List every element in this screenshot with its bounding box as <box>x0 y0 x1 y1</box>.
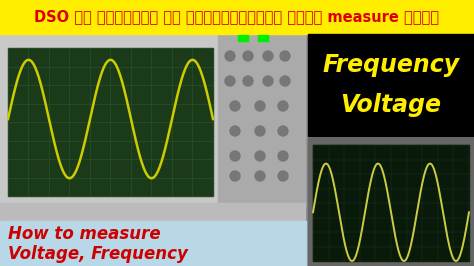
Circle shape <box>280 76 290 86</box>
Circle shape <box>230 151 240 161</box>
Bar <box>308 34 474 136</box>
Circle shape <box>278 151 288 161</box>
Bar <box>258 35 268 41</box>
Circle shape <box>230 126 240 136</box>
Circle shape <box>263 51 273 61</box>
Circle shape <box>263 76 273 86</box>
Circle shape <box>225 51 235 61</box>
Circle shape <box>255 151 265 161</box>
Bar <box>308 138 474 266</box>
Circle shape <box>225 76 235 86</box>
Bar <box>0 221 306 266</box>
Text: How to measure: How to measure <box>8 225 161 243</box>
Bar <box>313 145 469 261</box>
Bar <box>0 0 474 34</box>
Text: DSO से वोल्टेज और फ्रीक्वेंसी कैसे measure करें: DSO से वोल्टेज और फ्रीक्वेंसी कैसे measu… <box>35 10 439 24</box>
Circle shape <box>278 171 288 181</box>
Text: Voltage, Frequency: Voltage, Frequency <box>8 245 188 263</box>
Circle shape <box>243 51 253 61</box>
Circle shape <box>255 101 265 111</box>
Text: Voltage: Voltage <box>340 93 441 117</box>
Circle shape <box>230 171 240 181</box>
Circle shape <box>255 126 265 136</box>
Circle shape <box>243 76 253 86</box>
Bar <box>218 34 305 206</box>
Text: Frequency: Frequency <box>322 53 460 77</box>
Circle shape <box>230 101 240 111</box>
Circle shape <box>255 171 265 181</box>
Bar <box>238 35 248 41</box>
Circle shape <box>278 101 288 111</box>
Bar <box>0 34 305 206</box>
Circle shape <box>280 51 290 61</box>
Circle shape <box>278 126 288 136</box>
Bar <box>8 48 213 196</box>
Bar <box>0 203 305 221</box>
